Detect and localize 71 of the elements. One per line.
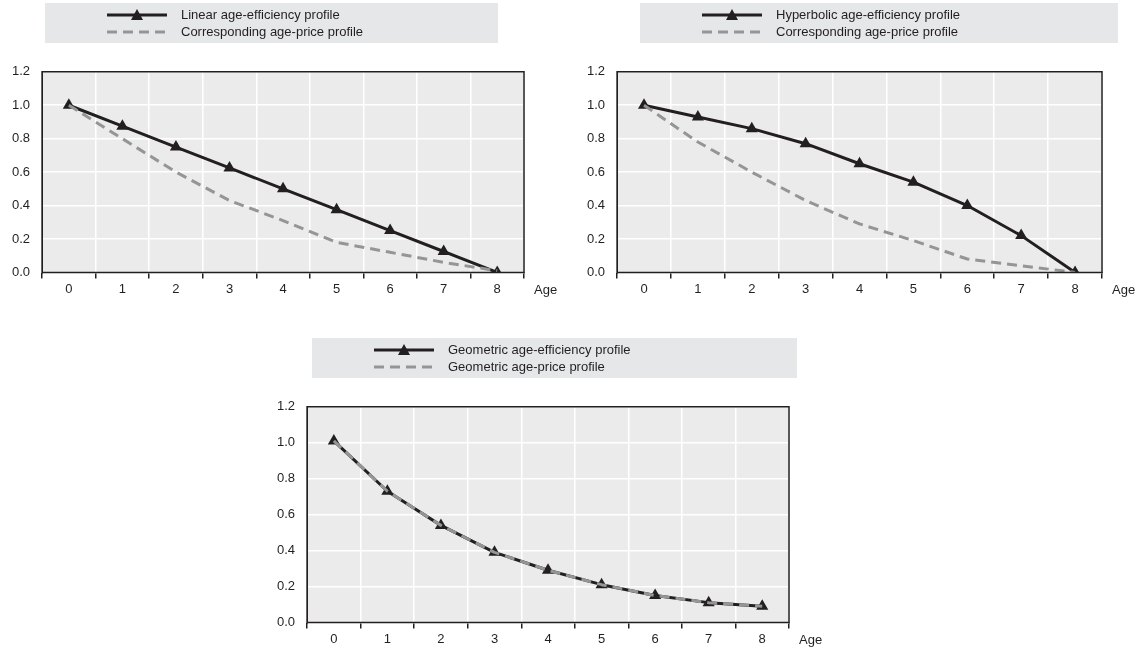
y-tick-label: 0.6 — [11, 163, 31, 179]
legend-label: Geometric age-price profile — [448, 359, 605, 374]
legend-label: Geometric age-efficiency profile — [448, 342, 631, 357]
x-tick-label: 0 — [65, 280, 73, 296]
point — [691, 109, 704, 121]
y-tick-label: 0.2 — [586, 230, 606, 246]
x-axis-title: Age — [799, 632, 823, 648]
x-tick-label: 7 — [1017, 280, 1025, 296]
legend-label: Linear age-efficiency profile — [181, 7, 340, 22]
point — [853, 156, 866, 168]
point — [116, 119, 129, 130]
point — [907, 175, 920, 186]
x-tick-label: 0 — [330, 630, 338, 646]
x-tick-label: 7 — [705, 630, 713, 646]
point — [745, 121, 758, 133]
point — [169, 140, 182, 151]
point — [437, 244, 450, 255]
y-tick-label: 1.0 — [276, 434, 296, 450]
x-tick-label: 0 — [640, 280, 648, 296]
x-tick-label: 8 — [1071, 280, 1079, 296]
y-tick-label: 0.0 — [276, 613, 296, 629]
x-tick-label: 6 — [386, 280, 394, 296]
x-tick-label: 1 — [118, 280, 127, 296]
x-tick-label: 6 — [963, 280, 971, 296]
x-tick-label: 1 — [383, 630, 392, 646]
x-tick-label: 7 — [440, 280, 448, 296]
point — [223, 160, 236, 172]
x-tick-label: 2 — [437, 630, 445, 646]
y-tick-label: 0.2 — [276, 578, 296, 594]
x-tick-label: 3 — [802, 280, 810, 296]
y-tick-label: 0.8 — [586, 130, 606, 146]
y-tick-label: 0.0 — [586, 263, 606, 279]
y-tick-label: 1.0 — [11, 96, 31, 112]
point — [1015, 228, 1028, 240]
x-tick-label: 2 — [172, 280, 180, 296]
y-tick-label: 1.2 — [586, 63, 606, 79]
x-axis-title: Age — [1112, 282, 1136, 298]
x-tick-label: 6 — [651, 630, 659, 646]
x-tick-label: 5 — [909, 280, 918, 296]
y-tick-label: 0.8 — [276, 470, 296, 486]
x-tick-label: 3 — [490, 630, 499, 646]
y-tick-label: 0.4 — [586, 197, 606, 213]
y-tick-label: 0.0 — [11, 263, 31, 279]
y-tick-label: 0.4 — [11, 197, 31, 213]
y-tick-label: 0.6 — [586, 163, 606, 179]
y-tick-label: 0.8 — [11, 130, 31, 146]
y-tick-label: 1.2 — [276, 398, 296, 414]
point — [276, 181, 290, 193]
point — [330, 202, 343, 214]
y-tick-label: 0.6 — [276, 506, 296, 522]
x-axis-title: Age — [534, 282, 558, 298]
y-tick-label: 0.2 — [11, 230, 31, 246]
x-tick-label: 8 — [493, 280, 501, 296]
point — [961, 198, 974, 210]
y-tick-label: 1.2 — [11, 63, 31, 79]
x-tick-label: 2 — [748, 280, 756, 296]
y-tick-label: 1.0 — [586, 96, 606, 112]
legend-label: Corresponding age-price profile — [181, 24, 364, 39]
x-tick-label: 4 — [544, 630, 552, 646]
point — [799, 136, 812, 148]
x-tick-label: 5 — [597, 630, 606, 646]
legend-label: Corresponding age-price profile — [776, 24, 959, 39]
point — [541, 563, 555, 574]
x-tick-label: 3 — [225, 280, 234, 296]
x-tick-label: 4 — [855, 280, 864, 296]
x-tick-label: 1 — [694, 280, 702, 296]
y-tick-label: 0.4 — [276, 542, 296, 558]
x-tick-label: 4 — [279, 280, 287, 296]
x-tick-label: 5 — [332, 280, 341, 296]
x-tick-label: 8 — [758, 630, 766, 646]
legend-label: Hyperbolic age-efficiency profile — [776, 7, 961, 22]
